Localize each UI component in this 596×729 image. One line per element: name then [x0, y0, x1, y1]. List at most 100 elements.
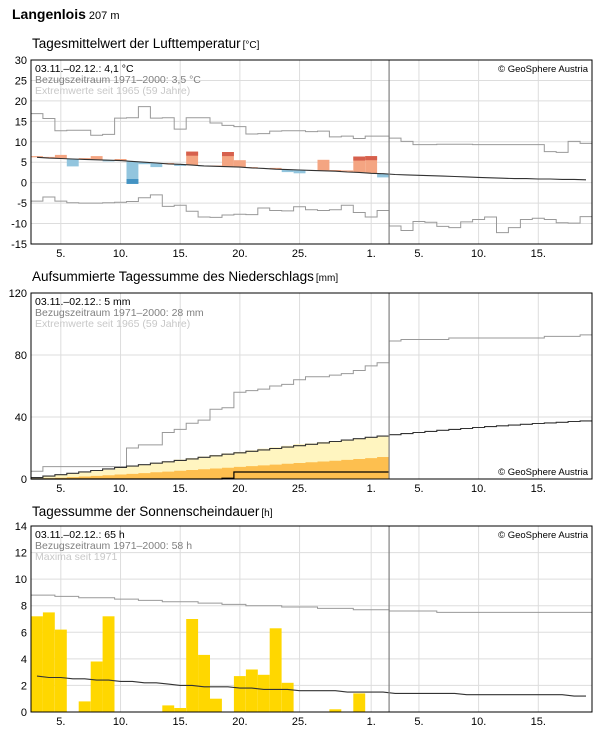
temperature-ytick-label: 25: [15, 75, 27, 87]
sunshine-max-line: [31, 594, 592, 613]
precipitation-ytick-label: 120: [9, 288, 27, 300]
temperature-plot-frame: [30, 59, 593, 245]
temperature-anomaly-bar: [174, 164, 187, 166]
temperature-normal-line: [36, 156, 587, 181]
temperature-min-extreme-line: [31, 194, 592, 234]
sunshine-info-line: 03.11.–02.12.: 65 h: [35, 529, 125, 541]
temperature-anomaly-bar: [341, 170, 354, 172]
precipitation-info-line: Bezugszeitraum 1971–2000: 28 mm: [35, 307, 204, 319]
sunshine-bar: [198, 654, 210, 712]
temperature-anomaly-bar: [31, 156, 43, 158]
sunshine-bar: [269, 628, 282, 712]
temperature-unit: [°C]: [242, 40, 260, 51]
temperature-anomaly-bar: [329, 170, 342, 172]
sunshine-ytick-label: 2: [21, 680, 27, 692]
temperature-anomaly-bar: [138, 162, 151, 165]
temperature-ytick-label: 30: [15, 55, 27, 67]
temperature-ytick-label: 0: [21, 178, 27, 190]
temperature-ytick-label: -15: [11, 239, 27, 251]
precipitation-xtick-label: 10.: [471, 483, 486, 495]
sunshine-xtick-label: 5.: [56, 716, 65, 728]
sunshine-ytick-label: 14: [15, 521, 27, 533]
precipitation-xtick-label: 10.: [113, 483, 128, 495]
temperature-extreme-bar: [186, 151, 199, 156]
temperature-anomaly-bar: [102, 160, 115, 162]
precipitation-copyright: © GeoSphere Austria: [498, 467, 589, 478]
precipitation-xtick-label: 25.: [292, 483, 307, 495]
sunshine-bar: [210, 698, 222, 712]
precipitation-normal-line: [31, 420, 592, 479]
temperature-info-line: 03.11.–02.12.: 4,1 °C: [35, 63, 134, 75]
sunshine-plot-frame: [30, 525, 593, 713]
sunshine-bar: [329, 709, 342, 712]
temperature-ytick-label: 20: [15, 96, 27, 108]
sunshine-bar: [31, 616, 43, 712]
temperature-copyright: © GeoSphere Austria: [498, 64, 589, 75]
temperature-anomaly-bar: [90, 156, 103, 160]
temperature-extreme-bar: [222, 152, 234, 157]
temperature-anomaly-bar: [66, 159, 79, 167]
temperature-ytick-label: -5: [17, 198, 27, 210]
precipitation-chart: 0 40 80 120 5. 10. 15. 20. 25. 1. 5. 10. 15. 03.11.–0…: [9, 288, 593, 495]
temperature-anomaly-bar: [42, 156, 55, 159]
temperature-anomaly-bar: [114, 159, 127, 161]
sunshine-copyright: © GeoSphere Austria: [498, 530, 589, 541]
temperature-anomaly-bar: [233, 160, 246, 168]
precipitation-unit: [mm]: [315, 273, 339, 284]
temperature-title-text: Tagesmittelwert der Lufttemperatur: [32, 36, 241, 51]
sunshine-unit: [h]: [261, 508, 273, 519]
station-header: Langenlois 207 m: [12, 6, 119, 22]
precipitation-xtick-label: 15.: [531, 483, 546, 495]
sunshine-bar: [257, 674, 270, 712]
sunshine-bar: [78, 701, 91, 712]
sunshine-ytick-label: 4: [21, 654, 27, 666]
temperature-chart: -15 -10 -5 0 5 10 15 20 25 30 5. 10. 15. 20. 25. 1. 5. 10…: [11, 55, 593, 260]
temperature-extreme-bar: [365, 156, 378, 161]
temperature-ytick-label: 15: [15, 116, 27, 128]
station-elevation: 207 m: [88, 10, 120, 22]
precipitation-info-line: 03.11.–02.12.: 5 mm: [35, 296, 131, 308]
temperature-info-line: Bezugszeitraum 1971–2000: 3,5 °C: [35, 74, 201, 86]
station-name: Langenlois: [12, 6, 86, 22]
temperature-xtick-label: 1.: [367, 248, 376, 260]
sunshine-xtick-label: 20.: [232, 716, 247, 728]
temperature-anomaly-bar: [293, 170, 306, 174]
sunshine-bar: [174, 708, 187, 712]
precipitation-max-extreme-line: [31, 334, 592, 472]
sunshine-info-line: Bezugszeitraum 1971–2000: 58 h: [35, 540, 192, 552]
sunshine-ytick-label: 6: [21, 627, 27, 639]
temperature-anomaly-bar: [353, 156, 366, 173]
temperature-anomaly-bar: [150, 163, 163, 168]
temperature-chart-title: Tagesmittelwert der Lufttemperatur [°C]: [32, 36, 259, 51]
sunshine-ytick-label: 8: [21, 601, 27, 613]
precipitation-xtick-label: 1.: [367, 483, 376, 495]
sunshine-bar: [90, 661, 103, 712]
temperature-xtick-label: 5.: [414, 248, 423, 260]
sunshine-bar: [102, 616, 115, 712]
temperature-anomaly-bar: [54, 154, 67, 159]
temperature-ytick-label: 10: [15, 137, 27, 149]
precipitation-chart-title: Aufsummierte Tagessumme des Niederschlag…: [32, 269, 338, 284]
temperature-anomaly-bar: [78, 158, 91, 160]
temperature-anomaly-bar: [377, 173, 389, 178]
temperature-anomaly-bar: [186, 151, 199, 166]
temperature-ytick-label: 5: [21, 157, 27, 169]
sunshine-chart: 0 2 4 6 8 10 12 14 5. 10. 15. 20. 25. 1. 5. 10. 15. 03.11…: [15, 521, 593, 728]
temperature-anomaly-bar: [281, 169, 294, 173]
precipitation-xtick-label: 5.: [56, 483, 65, 495]
temperature-extreme-bar: [126, 179, 139, 184]
sunshine-bar: [162, 705, 175, 712]
precipitation-ytick-label: 80: [15, 350, 27, 362]
temperature-anomaly-bar: [317, 159, 330, 171]
temperature-anomaly-bar: [222, 152, 234, 167]
sunshine-bar: [353, 693, 366, 712]
precipitation-observed-area: [31, 457, 390, 479]
temperature-extreme-bar: [353, 156, 366, 161]
temperature-info-line: Extremwerte seit 1965 (59 Jahre): [35, 85, 190, 97]
sunshine-xtick-label: 15.: [531, 716, 546, 728]
precipitation-xtick-label: 5.: [414, 483, 423, 495]
temperature-ytick-label: -10: [11, 219, 27, 231]
temperature-xtick-label: 15.: [531, 248, 546, 260]
